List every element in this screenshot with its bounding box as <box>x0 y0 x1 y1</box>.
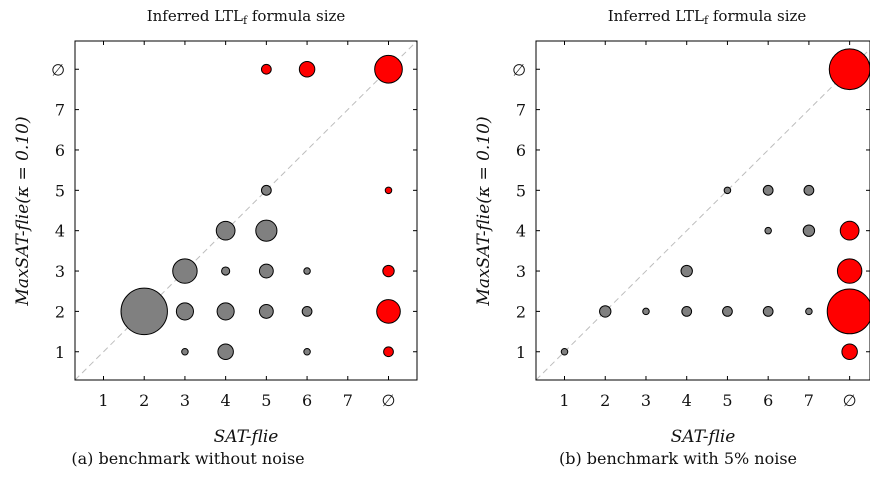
y-tick-label: 5 <box>516 181 526 200</box>
y-axis-label-b: MaxSAT-flie(κ = 0.10) <box>474 116 494 306</box>
bubble-matched <box>681 306 693 317</box>
bubble-matched <box>723 186 732 195</box>
x-tick-label: 1 <box>98 391 108 410</box>
x-tick-label: 2 <box>600 391 610 410</box>
bubble-matched <box>258 263 274 279</box>
y-tick-labels-a: 1 2 3 4 5 6 7 ∅ <box>51 60 65 362</box>
bubble-matched <box>217 343 234 360</box>
bubble-none <box>841 343 858 360</box>
bubble-none <box>828 48 870 91</box>
x-tick-label: 5 <box>722 391 732 410</box>
bubble-none <box>376 299 401 324</box>
bubble-matched <box>303 267 311 275</box>
x-tick-label: 2 <box>139 391 149 410</box>
bubble-matched <box>762 184 774 196</box>
bubble-none <box>826 288 870 335</box>
y-tick-label: 1 <box>516 343 526 362</box>
bubble-none <box>374 54 403 84</box>
bubble-matched <box>802 224 816 237</box>
bubble-matched <box>260 184 272 196</box>
x-tick-label: 3 <box>641 391 651 410</box>
bubble-matched <box>216 302 235 321</box>
x-tick-labels-b: 1 2 3 4 5 6 7 ∅ <box>559 391 856 410</box>
bubbles-b <box>560 48 870 360</box>
plot-frame-a <box>74 40 418 381</box>
bubble-matched <box>258 303 274 319</box>
bubble-none <box>383 346 394 358</box>
bubble-none <box>260 63 272 75</box>
bubbles-a <box>120 54 403 360</box>
bubble-matched <box>642 307 650 316</box>
x-tick-label: 3 <box>180 391 190 410</box>
y-tick-label: 2 <box>55 302 65 321</box>
y-tick-label: ∅ <box>512 60 526 79</box>
y-tick-label: 1 <box>55 343 65 362</box>
chart-title-a: Inferred LTLf formula size <box>147 7 346 27</box>
x-tick-label: 7 <box>804 391 814 410</box>
diagonal-line-a <box>74 40 418 381</box>
bubble-matched <box>560 347 569 356</box>
x-tick-label: ∅ <box>382 391 396 410</box>
x-axis-label-b: SAT-flie <box>671 427 736 447</box>
y-tick-label: 3 <box>55 262 65 281</box>
bubble-matched <box>805 307 813 316</box>
panel-a: Inferred LTLf formula size 1 2 3 4 5 6 7 ∅ 1 2 3 4… <box>13 7 418 468</box>
bubble-matched <box>120 287 168 336</box>
y-tick-labels-b: 1 2 3 4 5 6 7 ∅ <box>512 60 526 362</box>
bubble-none <box>384 186 393 195</box>
bubble-matched <box>255 219 278 242</box>
bubble-matched <box>215 220 236 241</box>
bubble-matched <box>680 264 693 278</box>
y-tick-label: 2 <box>516 302 526 321</box>
x-tick-labels-a: 1 2 3 4 5 6 7 ∅ <box>98 391 395 410</box>
y-tick-label: ∅ <box>51 60 65 79</box>
bubble-matched <box>762 306 774 317</box>
caption-a: (a) benchmark without noise <box>71 449 304 468</box>
y-tick-label: 7 <box>516 101 526 120</box>
x-tick-label: 4 <box>682 391 692 410</box>
bubble-matched <box>764 226 772 235</box>
panel-b: Inferred LTLf formula size 1 2 3 4 5 6 7 ∅ 1 2 3 4… <box>474 7 870 468</box>
bubble-matched <box>175 302 194 321</box>
bubble-matched <box>301 306 313 317</box>
y-tick-label: 6 <box>516 141 526 160</box>
bubble-none <box>839 220 860 241</box>
chart-title-b: Inferred LTLf formula size <box>608 7 807 27</box>
x-tick-label: 4 <box>221 391 231 410</box>
bubble-none <box>382 264 395 278</box>
bubble-matched <box>599 305 612 318</box>
bubble-matched <box>221 266 231 276</box>
bubble-matched <box>303 347 311 356</box>
x-tick-label: 6 <box>302 391 312 410</box>
plot-frame-b <box>535 40 870 381</box>
bubble-matched <box>181 347 189 356</box>
diagonal-line-b <box>535 48 870 381</box>
bubble-matched <box>172 258 198 284</box>
y-tick-label: 6 <box>55 141 65 160</box>
bubble-matched <box>803 184 815 196</box>
tick-marks-a <box>75 41 417 380</box>
y-tick-label: 5 <box>55 181 65 200</box>
x-tick-label: 1 <box>559 391 569 410</box>
y-tick-label: 7 <box>55 101 65 120</box>
x-tick-label: 7 <box>343 391 353 410</box>
tick-marks-b <box>536 41 870 380</box>
x-axis-label-a: SAT-flie <box>214 427 279 447</box>
y-tick-label: 4 <box>516 222 526 241</box>
x-tick-label: 5 <box>261 391 271 410</box>
y-tick-label: 3 <box>516 262 526 281</box>
bubble-none <box>836 258 863 284</box>
y-axis-label-a: MaxSAT-flie(κ = 0.10) <box>13 116 33 306</box>
x-tick-label: ∅ <box>843 391 857 410</box>
bubble-none <box>298 61 316 78</box>
caption-b: (b) benchmark with 5% noise <box>559 449 797 468</box>
x-tick-label: 6 <box>763 391 773 410</box>
bubble-matched <box>722 306 733 317</box>
y-tick-label: 4 <box>55 222 65 241</box>
